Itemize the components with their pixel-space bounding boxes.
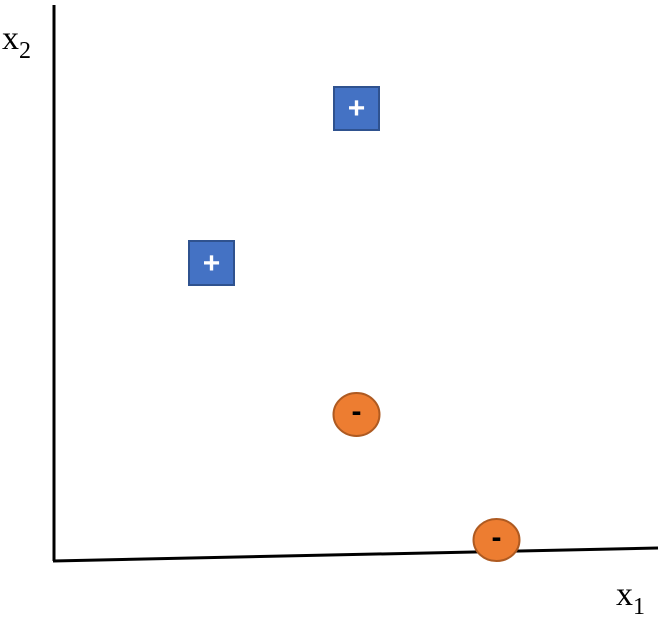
negative-marker-circle xyxy=(332,392,381,437)
y-axis-label-base: x xyxy=(2,20,19,57)
negative-marker-label: - xyxy=(352,395,362,428)
positive-marker-label: + xyxy=(203,247,221,280)
negative-marker-label: - xyxy=(492,521,502,554)
negative-marker-circle xyxy=(472,518,521,562)
positive-marker-label: + xyxy=(348,92,366,125)
negative-point-2: - xyxy=(472,518,521,562)
x-axis-line xyxy=(52,546,659,563)
positive-point-1: + xyxy=(333,86,380,131)
x-axis-label: x1 xyxy=(616,576,645,620)
x-axis-label-base: x xyxy=(616,576,633,613)
negative-point-1: - xyxy=(332,392,381,437)
positive-point-2: + xyxy=(188,240,235,286)
positive-marker-square xyxy=(333,86,380,131)
y-axis-label-subscript: 2 xyxy=(19,38,31,64)
y-axis-label: x2 xyxy=(2,20,31,64)
x-axis-label-subscript: 1 xyxy=(633,594,645,620)
positive-marker-square xyxy=(188,240,235,286)
